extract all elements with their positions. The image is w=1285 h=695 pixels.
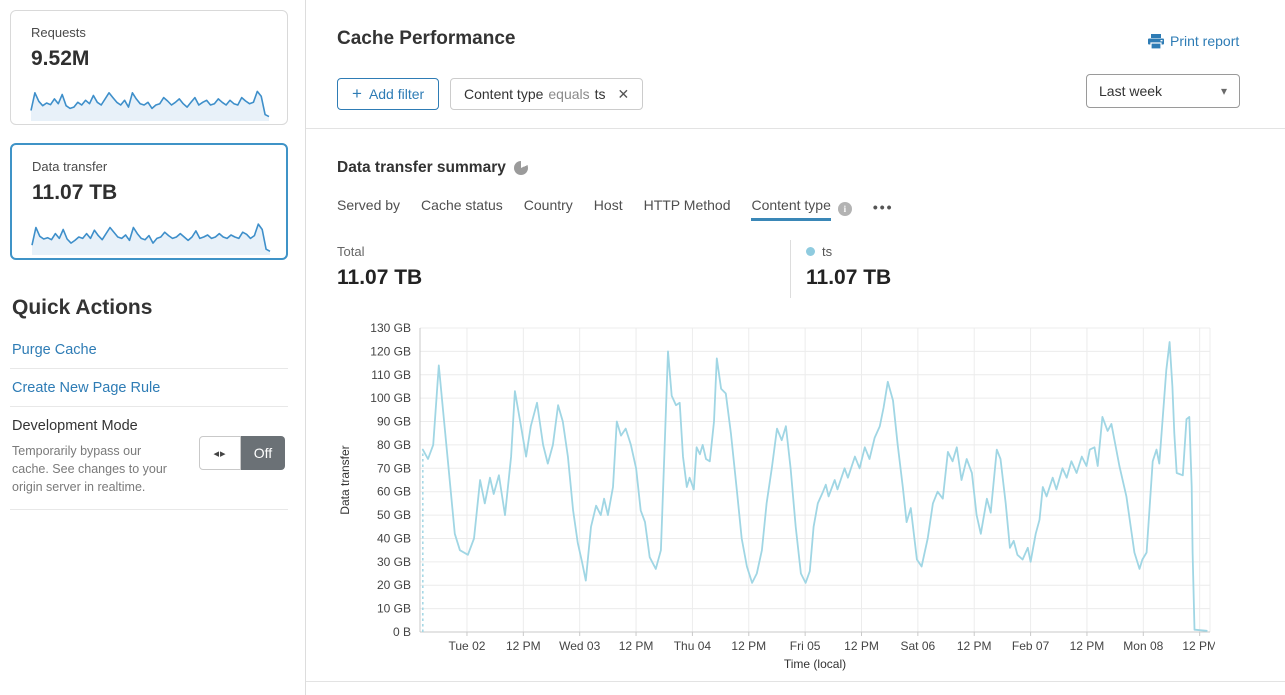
svg-text:Data transfer: Data transfer: [338, 445, 352, 514]
svg-text:12 PM: 12 PM: [619, 639, 654, 653]
divider: [10, 406, 288, 407]
svg-text:90 GB: 90 GB: [377, 415, 411, 429]
svg-text:Wed 03: Wed 03: [559, 639, 600, 653]
ts-legend-dot: [806, 247, 815, 256]
time-range-value: Last week: [1099, 83, 1163, 99]
create-page-rule-link[interactable]: Create New Page Rule: [12, 380, 161, 396]
tab-label: Host: [593, 197, 623, 213]
tab-content-type[interactable]: Content type i: [751, 197, 852, 229]
total-value: 11.07 TB: [337, 266, 423, 289]
tab-country[interactable]: Country: [524, 197, 573, 221]
series-legend: ts: [806, 244, 832, 259]
tab-label: Content type: [751, 197, 831, 221]
requests-metric-card[interactable]: Requests 9.52M: [10, 10, 288, 125]
tab-served-by[interactable]: Served by: [337, 197, 400, 221]
print-report-label: Print report: [1170, 33, 1240, 49]
purge-cache-link[interactable]: Purge Cache: [12, 342, 97, 358]
svg-text:Sat 06: Sat 06: [901, 639, 936, 653]
tab-label: Served by: [337, 197, 401, 213]
svg-text:70 GB: 70 GB: [377, 461, 411, 475]
svg-text:Thu 04: Thu 04: [674, 639, 712, 653]
totals-divider: [790, 240, 791, 298]
svg-text:110 GB: 110 GB: [371, 368, 411, 382]
svg-text:Time (local): Time (local): [784, 657, 846, 671]
svg-text:12 PM: 12 PM: [957, 639, 992, 653]
svg-text:Mon 08: Mon 08: [1123, 639, 1163, 653]
summary-title-text: Data transfer summary: [337, 159, 506, 176]
divider: [10, 509, 288, 510]
summary-section-title: Data transfer summary: [337, 159, 528, 177]
filter-chip-field: Content type: [464, 86, 544, 102]
data-transfer-metric-card[interactable]: Data transfer 11.07 TB: [10, 143, 288, 260]
close-icon[interactable]: ✕: [617, 85, 630, 102]
info-icon[interactable]: i: [837, 202, 852, 216]
svg-text:10 GB: 10 GB: [377, 602, 411, 616]
svg-text:Feb 07: Feb 07: [1012, 639, 1050, 653]
summary-tabs: Served by Cache status Country Host HTTP…: [337, 197, 894, 229]
svg-text:80 GB: 80 GB: [377, 438, 411, 452]
svg-text:100 GB: 100 GB: [370, 391, 411, 405]
development-mode-toggle[interactable]: ◂▸ Off: [199, 436, 285, 470]
header-divider: [306, 128, 1285, 129]
svg-text:20 GB: 20 GB: [377, 578, 411, 592]
svg-text:Tue 02: Tue 02: [449, 639, 486, 653]
svg-text:Fri 05: Fri 05: [790, 639, 821, 653]
quick-actions-heading: Quick Actions: [12, 296, 153, 319]
ts-legend-label: ts: [822, 244, 833, 259]
tab-label: Cache status: [421, 197, 503, 213]
svg-text:12 PM: 12 PM: [731, 639, 766, 653]
add-filter-button[interactable]: + Add filter: [337, 78, 440, 110]
bottom-divider: [306, 681, 1285, 682]
more-tabs-button[interactable]: •••: [872, 199, 894, 215]
tab-http-method[interactable]: HTTP Method: [644, 197, 731, 221]
requests-card-value: 9.52M: [31, 47, 90, 70]
toggle-off-state: Off: [241, 436, 285, 470]
add-filter-label: Add filter: [368, 86, 425, 102]
printer-icon: [1148, 33, 1164, 49]
svg-text:12 PM: 12 PM: [844, 639, 879, 653]
svg-text:130 GB: 130 GB: [370, 321, 411, 335]
requests-sparkline-chart: [30, 90, 270, 121]
chevron-down-icon: ▾: [1220, 84, 1227, 98]
data-transfer-card-label: Data transfer: [32, 159, 108, 174]
svg-text:50 GB: 50 GB: [377, 508, 411, 522]
svg-text:30 GB: 30 GB: [377, 555, 411, 569]
svg-text:12 PM: 12 PM: [506, 639, 541, 653]
svg-text:0 B: 0 B: [393, 625, 411, 639]
tab-label: HTTP Method: [643, 197, 731, 213]
tab-label: Country: [523, 197, 573, 213]
ts-legend-value: 11.07 TB: [806, 266, 892, 289]
svg-text:120 GB: 120 GB: [370, 344, 411, 358]
requests-card-label: Requests: [31, 25, 86, 40]
total-label: Total: [337, 244, 365, 259]
data-transfer-card-value: 11.07 TB: [32, 181, 118, 204]
tab-host[interactable]: Host: [594, 197, 623, 221]
data-transfer-sparkline-chart: [31, 223, 271, 255]
loading-pie-icon: [513, 161, 528, 175]
toggle-arrows-icon: ◂▸: [199, 436, 241, 470]
plus-icon: +: [352, 84, 362, 103]
svg-text:12 PM: 12 PM: [1182, 639, 1215, 653]
svg-text:40 GB: 40 GB: [377, 531, 411, 545]
svg-text:60 GB: 60 GB: [377, 485, 411, 499]
print-report-button[interactable]: Print report: [1148, 33, 1239, 49]
divider: [10, 368, 288, 369]
development-mode-label: Development Mode: [12, 418, 138, 434]
svg-text:12 PM: 12 PM: [1070, 639, 1105, 653]
filter-chip-operator: equals: [548, 86, 590, 102]
sidebar-divider: [305, 0, 306, 695]
data-transfer-line-chart: 0 B 10 GB 20 GB 30 GB 40 GB 50 GB 60 GB 70 GB 80…: [338, 321, 1215, 671]
tab-cache-status[interactable]: Cache status: [421, 197, 503, 221]
page-title: Cache Performance: [337, 28, 516, 49]
development-mode-description: Temporarily bypass our cache. See change…: [12, 444, 167, 494]
filter-chip-content-type[interactable]: Content type equals ts ✕: [450, 78, 644, 110]
time-range-select[interactable]: Last week ▾: [1086, 74, 1240, 108]
filter-chip-value: ts: [594, 86, 606, 102]
